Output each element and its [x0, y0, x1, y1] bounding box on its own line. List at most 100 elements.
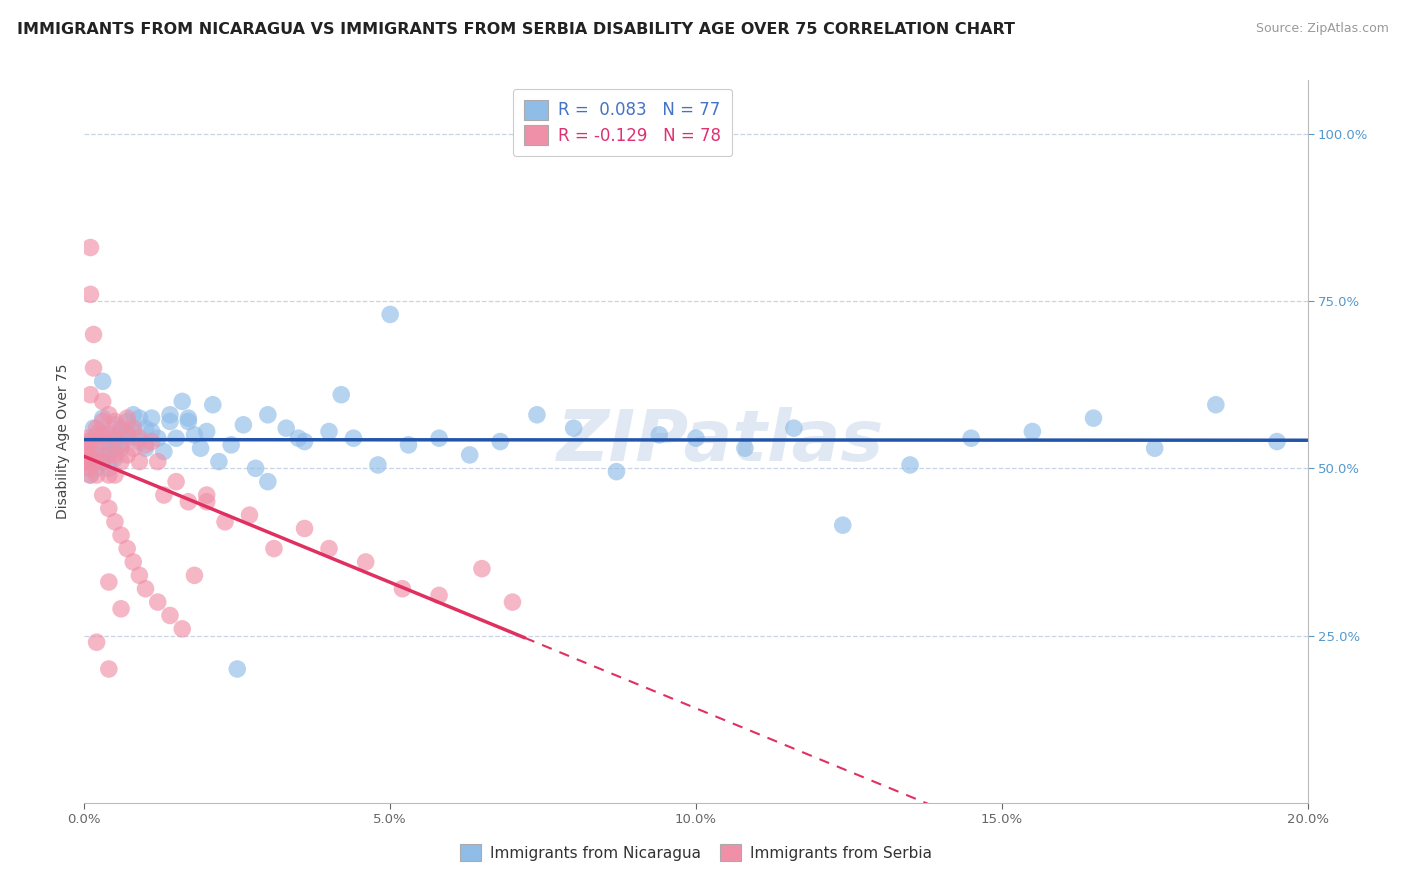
Point — [526, 408, 548, 422]
Point — [257, 475, 280, 489]
Legend: Immigrants from Nicaragua, Immigrants from Serbia: Immigrants from Nicaragua, Immigrants fr… — [454, 838, 938, 867]
Point — [91, 375, 114, 389]
Point — [97, 467, 120, 482]
Point — [83, 327, 105, 342]
Point — [115, 431, 138, 445]
Point — [97, 501, 120, 516]
Point — [77, 455, 100, 469]
Point — [91, 427, 114, 442]
Point — [97, 431, 120, 445]
Point — [177, 411, 200, 425]
Point — [128, 411, 150, 425]
Point — [195, 494, 218, 508]
Point — [104, 467, 127, 482]
Point — [122, 408, 145, 422]
Point — [146, 431, 169, 445]
Point — [183, 427, 205, 442]
Point — [75, 455, 97, 469]
Point — [605, 465, 627, 479]
Point — [165, 475, 187, 489]
Point — [159, 608, 181, 623]
Point — [86, 467, 108, 482]
Y-axis label: Disability Age Over 75: Disability Age Over 75 — [56, 364, 70, 519]
Point — [287, 431, 309, 445]
Point — [135, 442, 157, 455]
Point — [104, 414, 127, 429]
Point — [91, 414, 114, 429]
Point — [232, 417, 254, 432]
Point — [86, 427, 108, 442]
Point — [427, 589, 450, 603]
Point — [831, 518, 853, 533]
Point — [294, 434, 316, 449]
Point — [245, 461, 267, 475]
Point — [219, 438, 242, 452]
Point — [104, 431, 127, 445]
Point — [115, 411, 138, 425]
Point — [153, 488, 176, 502]
Point — [159, 414, 181, 429]
Point — [1143, 442, 1166, 455]
Point — [1205, 398, 1227, 412]
Point — [489, 434, 512, 449]
Point — [195, 425, 218, 439]
Point — [1021, 425, 1043, 439]
Point — [115, 448, 138, 462]
Point — [91, 434, 114, 449]
Point — [146, 595, 169, 609]
Point — [91, 455, 114, 469]
Point — [122, 555, 145, 569]
Point — [115, 541, 138, 556]
Point — [172, 394, 194, 409]
Point — [214, 515, 236, 529]
Point — [172, 622, 194, 636]
Point — [110, 421, 132, 435]
Point — [97, 444, 120, 458]
Point — [91, 442, 114, 455]
Point — [135, 421, 157, 435]
Point — [318, 541, 340, 556]
Point — [128, 455, 150, 469]
Point — [226, 662, 249, 676]
Point — [104, 448, 127, 462]
Point — [159, 408, 181, 422]
Point — [427, 431, 450, 445]
Point — [276, 421, 298, 435]
Point — [97, 461, 120, 475]
Point — [86, 442, 108, 455]
Point — [79, 387, 101, 401]
Point — [318, 425, 340, 439]
Point — [122, 421, 145, 435]
Point — [77, 431, 100, 445]
Point — [177, 414, 200, 429]
Text: ZIPatlas: ZIPatlas — [557, 407, 884, 476]
Point — [79, 467, 101, 482]
Point — [783, 421, 806, 435]
Point — [83, 361, 105, 376]
Point — [75, 448, 97, 462]
Point — [77, 461, 100, 475]
Point — [115, 425, 138, 439]
Point — [1265, 434, 1288, 449]
Point — [110, 442, 132, 455]
Text: Source: ZipAtlas.com: Source: ZipAtlas.com — [1256, 22, 1389, 36]
Point — [86, 448, 108, 462]
Point — [97, 448, 120, 462]
Point — [110, 438, 132, 452]
Point — [502, 595, 524, 609]
Point — [110, 602, 132, 616]
Point — [79, 448, 101, 462]
Point — [97, 575, 120, 590]
Point — [201, 398, 224, 412]
Point — [86, 421, 108, 435]
Point — [76, 434, 98, 449]
Point — [115, 427, 138, 442]
Point — [208, 455, 231, 469]
Point — [110, 528, 132, 542]
Point — [104, 451, 127, 466]
Point — [1083, 411, 1105, 425]
Point — [128, 431, 150, 445]
Point — [104, 442, 127, 455]
Point — [471, 562, 494, 576]
Point — [89, 425, 111, 439]
